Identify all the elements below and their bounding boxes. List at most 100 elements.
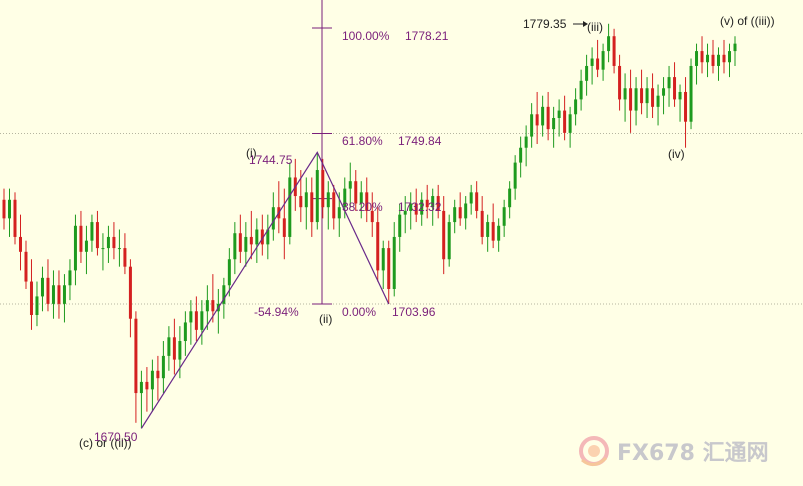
- watermark: FX678 汇通网: [579, 436, 769, 466]
- fib-61-8-percent: 61.80%: [342, 134, 383, 148]
- candle-body-2: [13, 199, 17, 237]
- candle-body-119: [656, 95, 660, 107]
- candle-body-7: [40, 277, 44, 297]
- candle-body-77: [425, 199, 429, 208]
- candle-body-123: [678, 91, 682, 100]
- swing-high-i-label: 1744.75: [249, 153, 293, 167]
- candle-body-40: [222, 285, 226, 304]
- candle-body-125: [689, 65, 693, 122]
- candle-body-106: [585, 65, 589, 81]
- candle-body-23: [128, 266, 132, 319]
- candle-body-60: [332, 192, 336, 219]
- wave-labels: (c) or ((ii)) (i) (ii) (iii) (iv) (v) of…: [79, 14, 775, 450]
- candle-body-25: [139, 381, 143, 394]
- candle-body-4: [24, 251, 28, 282]
- candle-body-46: [255, 229, 259, 245]
- fibonacci-axis: [312, 0, 332, 305]
- candle-body-132: [728, 51, 732, 63]
- retracement-label: -54.94%: [254, 305, 299, 319]
- candle-body-115: [634, 88, 638, 111]
- candle-body-129: [711, 54, 715, 66]
- candle-body-33: [183, 322, 187, 342]
- candle-body-63: [348, 181, 352, 189]
- candle-body-73: [403, 210, 407, 215]
- candle-body-16: [90, 222, 94, 241]
- candle-body-48: [266, 229, 270, 245]
- candle-body-8: [46, 277, 50, 304]
- candle-body-72: [398, 214, 402, 237]
- candle-body-9: [51, 285, 55, 304]
- candle-body-58: [321, 170, 325, 208]
- candle-body-100: [552, 117, 556, 130]
- candle-body-57: [315, 170, 319, 223]
- candle-body-89: [491, 222, 495, 241]
- candle-body-11: [62, 285, 66, 304]
- candle-body-116: [640, 88, 644, 104]
- candle-body-84: [464, 203, 468, 219]
- candle-body-45: [249, 236, 253, 245]
- candle-body-65: [359, 192, 363, 204]
- candle-body-110: [607, 36, 611, 52]
- candle-body-52: [288, 177, 292, 237]
- candle-body-99: [546, 106, 550, 130]
- candle-body-27: [150, 370, 154, 390]
- candle-body-82: [453, 207, 457, 223]
- candle-body-81: [447, 222, 451, 260]
- candle-body-76: [420, 199, 424, 215]
- wave-path: [140, 151, 390, 429]
- candle-body-29: [161, 355, 165, 379]
- candle-body-105: [579, 80, 583, 100]
- candle-body-38: [211, 300, 215, 312]
- candle-body-20: [112, 236, 116, 249]
- fx678-logo-icon: [579, 436, 609, 466]
- candle-body-12: [68, 270, 72, 286]
- candle-body-108: [596, 58, 600, 70]
- candle-body-107: [590, 58, 594, 66]
- candle-body-96: [530, 114, 534, 137]
- candle-body-28: [156, 370, 160, 379]
- candle-body-67: [370, 210, 374, 223]
- candle-body-102: [563, 110, 567, 133]
- candle-body-83: [458, 207, 462, 219]
- wave-label-c-or-ii: (c) or ((ii)): [79, 436, 132, 450]
- candle-body-32: [178, 341, 182, 360]
- candle-body-85: [469, 192, 473, 204]
- candle-body-47: [260, 229, 264, 245]
- candle-body-54: [299, 196, 303, 208]
- fib-100-value: 1778.21: [405, 29, 449, 43]
- candle-body-98: [541, 106, 545, 126]
- candle-body-86: [475, 192, 479, 211]
- candle-body-90: [497, 225, 501, 241]
- candle-body-19: [106, 236, 110, 249]
- wave-label-iii: (iii): [587, 20, 603, 34]
- candle-body-122: [673, 77, 677, 100]
- candle-body-127: [700, 51, 704, 63]
- wave-polyline: [140, 151, 390, 429]
- fib-0-percent: 0.00%: [342, 305, 376, 319]
- candle-body-88: [486, 222, 490, 237]
- candle-body-49: [271, 207, 275, 230]
- wave-label-ii: (ii): [319, 312, 332, 326]
- candle-body-13: [73, 225, 77, 271]
- candle-body-35: [194, 311, 198, 330]
- candle-body-5: [29, 281, 33, 316]
- candle-body-42: [233, 233, 237, 260]
- candle-body-31: [172, 337, 176, 360]
- candle-body-36: [200, 311, 204, 330]
- candle-body-78: [431, 196, 435, 208]
- fibonacci-labels: 100.00% 1778.21 61.80% 1749.84 38.20% 17…: [254, 29, 449, 319]
- candle-body-130: [717, 54, 721, 66]
- candle-body-103: [568, 114, 572, 133]
- candle-body-22: [123, 248, 127, 267]
- candle-body-71: [392, 236, 396, 289]
- candle-body-55: [304, 192, 308, 208]
- arrow-head-icon: [583, 21, 588, 27]
- candle-body-34: [189, 311, 193, 323]
- fib-38-2-percent: 38.20%: [342, 200, 383, 214]
- candle-body-3: [18, 236, 22, 252]
- candle-body-117: [645, 88, 649, 104]
- candle-body-64: [354, 181, 358, 204]
- candle-body-109: [601, 51, 605, 70]
- wave-label-iv: (iv): [668, 147, 685, 161]
